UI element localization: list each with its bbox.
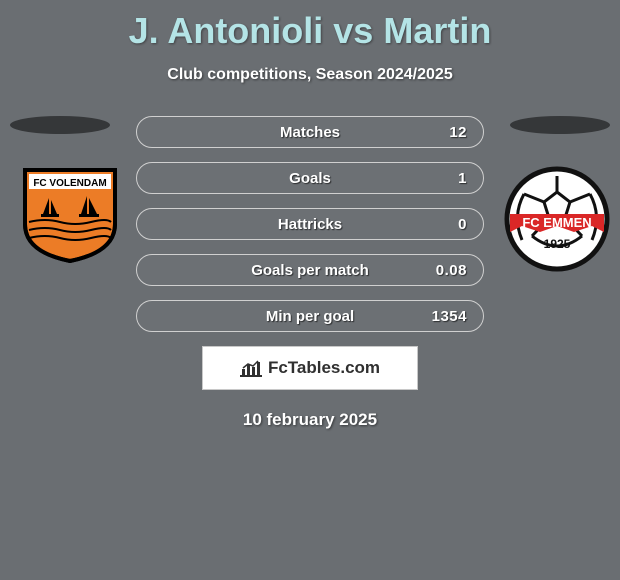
- stat-value: 12: [449, 124, 467, 141]
- stat-row-goals: Goals 1: [136, 162, 484, 194]
- content-row: FC VOLENDAM: [0, 116, 620, 430]
- stats-list: Matches 12 Goals 1 Hattricks 0 Goals per…: [136, 116, 484, 332]
- svg-text:FC EMMEN: FC EMMEN: [522, 215, 591, 230]
- svg-text:FC VOLENDAM: FC VOLENDAM: [33, 178, 106, 189]
- shadow-right: [510, 116, 610, 134]
- stat-label: Goals: [289, 170, 331, 187]
- stat-value: 0.08: [436, 262, 467, 279]
- stat-label: Matches: [280, 124, 340, 141]
- stat-row-matches: Matches 12: [136, 116, 484, 148]
- stat-label: Hattricks: [278, 216, 342, 233]
- left-club-badge: FC VOLENDAM: [15, 164, 125, 264]
- subtitle: Club competitions, Season 2024/2025: [0, 66, 620, 84]
- stat-value: 0: [458, 216, 467, 233]
- right-club-badge: FC EMMEN 1925: [504, 166, 610, 272]
- stat-label: Goals per match: [251, 262, 369, 279]
- stat-value: 1: [458, 170, 467, 187]
- stat-label: Min per goal: [266, 308, 354, 325]
- stat-value: 1354: [432, 308, 467, 325]
- stat-row-goals-per-match: Goals per match 0.08: [136, 254, 484, 286]
- stat-row-min-per-goal: Min per goal 1354: [136, 300, 484, 332]
- brand-text: FcTables.com: [268, 358, 380, 378]
- brand-box[interactable]: FcTables.com: [202, 346, 418, 390]
- shadow-left: [10, 116, 110, 134]
- bar-chart-icon: [240, 359, 262, 377]
- page-title: J. Antonioli vs Martin: [0, 0, 620, 52]
- svg-text:1925: 1925: [544, 237, 571, 251]
- date: 10 february 2025: [0, 410, 620, 430]
- stat-row-hattricks: Hattricks 0: [136, 208, 484, 240]
